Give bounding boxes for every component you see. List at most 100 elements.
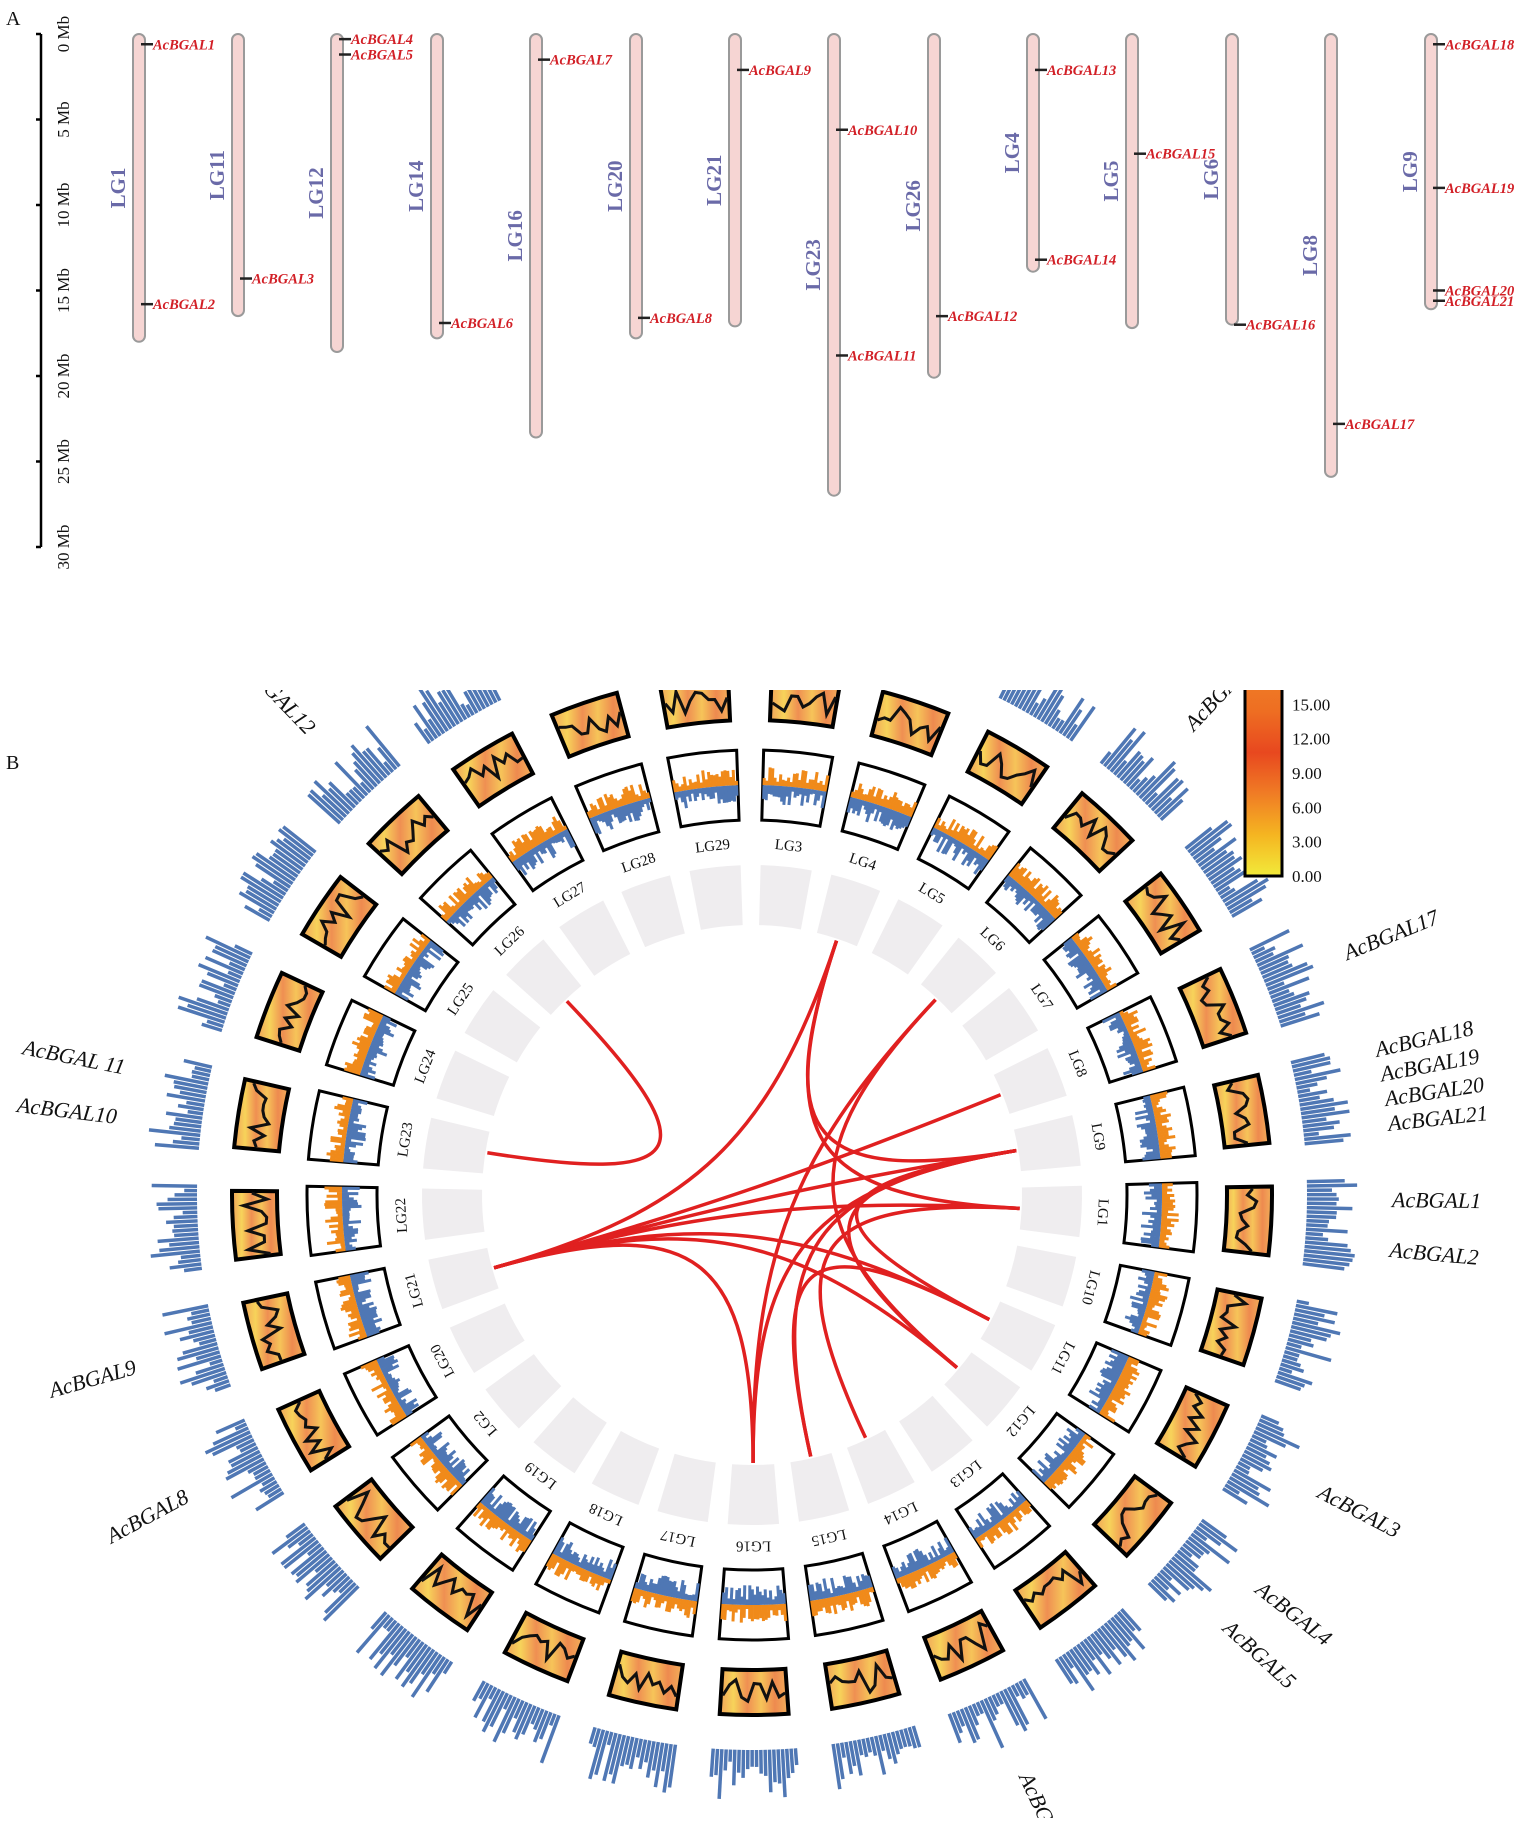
gc-bar bbox=[1158, 1135, 1169, 1137]
gc-bar bbox=[325, 1220, 343, 1221]
heatmap-track-box bbox=[1157, 1387, 1227, 1466]
histogram-bar bbox=[1297, 1090, 1310, 1092]
density-bar bbox=[644, 800, 645, 805]
density-bar bbox=[678, 792, 679, 798]
density-bar bbox=[863, 801, 864, 806]
gc-bar bbox=[820, 781, 822, 791]
gc-bar bbox=[817, 783, 818, 790]
density-bar bbox=[649, 798, 650, 802]
gc-bar bbox=[340, 1125, 348, 1126]
sector-LG22: LG22 bbox=[151, 1186, 485, 1271]
histogram-bar bbox=[774, 1750, 775, 1783]
density-bar bbox=[715, 787, 716, 793]
chromosome-label: LG8 bbox=[1065, 1048, 1090, 1079]
density-bar bbox=[876, 805, 878, 810]
histogram-bar bbox=[1024, 1679, 1046, 1719]
sector-LG16: LG16 bbox=[711, 1464, 796, 1799]
gc-bar bbox=[799, 780, 800, 788]
gene-label: AcBGAL6 bbox=[450, 316, 514, 332]
histogram-bar bbox=[1306, 1221, 1329, 1222]
histogram-bar bbox=[716, 1749, 718, 1775]
gc-bar bbox=[608, 1580, 609, 1584]
heatmap-track-box bbox=[924, 1611, 1003, 1680]
density-bar bbox=[345, 1240, 357, 1241]
density-bar bbox=[736, 1590, 737, 1605]
histogram-bar bbox=[1306, 1225, 1327, 1226]
density-bar bbox=[731, 1588, 732, 1605]
chromosome-label: LG4 bbox=[1000, 132, 1024, 173]
chromosome-label: LG6 bbox=[977, 924, 1008, 955]
histogram-bar bbox=[210, 1360, 222, 1364]
chromosome-label: LG21 bbox=[702, 155, 726, 206]
gc-bar bbox=[1160, 1156, 1172, 1157]
density-bar bbox=[1143, 1298, 1149, 1300]
density-bar bbox=[1142, 1213, 1161, 1214]
chromosome-bar bbox=[232, 34, 244, 316]
chromosome-bar bbox=[729, 34, 741, 326]
histogram-bar bbox=[178, 1260, 201, 1263]
histogram-bar bbox=[1305, 1140, 1344, 1144]
histogram-bar bbox=[169, 1127, 200, 1131]
density-bar bbox=[343, 1222, 361, 1223]
histogram-bar bbox=[769, 1750, 770, 1793]
density-bar bbox=[1146, 1277, 1153, 1279]
gc-bar bbox=[807, 783, 808, 789]
colorbar-tick-label: 15.00 bbox=[1292, 695, 1330, 714]
density-bar bbox=[344, 1235, 355, 1236]
density-bar bbox=[778, 1586, 779, 1605]
gc-bar bbox=[331, 1151, 345, 1152]
sector-LG9: LG9 bbox=[1014, 1054, 1351, 1171]
gc-bar bbox=[647, 793, 648, 799]
gene-label: AcBGAL18 bbox=[1444, 37, 1515, 53]
chromosome-label: LG11 bbox=[205, 150, 229, 200]
heatmap-track-box bbox=[505, 1613, 584, 1681]
histogram-bar bbox=[169, 1242, 199, 1245]
density-bar bbox=[691, 789, 692, 793]
density-bar bbox=[1145, 1290, 1150, 1291]
colorbar-tick-label: 9.00 bbox=[1292, 764, 1322, 783]
chromosome-bar bbox=[1126, 34, 1138, 328]
chromosome-label: LG20 bbox=[428, 1341, 459, 1379]
scale-tick-label: 15 Mb bbox=[54, 268, 73, 313]
chromosome-label: LG2 bbox=[471, 1407, 501, 1438]
gc-bar bbox=[830, 1597, 832, 1605]
histogram-bar bbox=[152, 1186, 197, 1187]
gc-bar bbox=[1161, 1227, 1167, 1228]
gc-bar bbox=[780, 774, 781, 786]
density-bar bbox=[779, 786, 780, 797]
density-bar bbox=[1145, 1102, 1151, 1103]
density-bar bbox=[699, 788, 700, 793]
density-bar bbox=[844, 1588, 846, 1595]
density-bar bbox=[818, 791, 820, 801]
histogram-bar bbox=[795, 1748, 796, 1765]
chromosome-label: LG19 bbox=[522, 1458, 560, 1492]
gc-bar bbox=[1160, 1238, 1169, 1239]
gc-bar bbox=[640, 796, 641, 800]
chromosome-label: LG3 bbox=[774, 837, 803, 856]
density-bar bbox=[344, 1230, 359, 1231]
gc-bar bbox=[666, 1596, 667, 1601]
chromosome-bar bbox=[133, 34, 145, 342]
histogram-bar bbox=[1305, 1242, 1348, 1246]
histogram-bar bbox=[188, 1112, 203, 1114]
histogram-bar bbox=[1299, 1097, 1320, 1101]
gc-bar bbox=[338, 1133, 347, 1134]
density-bar bbox=[1153, 1149, 1160, 1150]
gc-bar bbox=[337, 1236, 344, 1237]
chromosome-bar bbox=[828, 34, 840, 496]
density-bar bbox=[1146, 1118, 1155, 1120]
density-bar bbox=[697, 789, 698, 797]
density-bar bbox=[807, 789, 809, 803]
histogram-bar bbox=[159, 1247, 199, 1251]
density-bar bbox=[344, 1155, 354, 1156]
chromosome-label: LG14 bbox=[404, 160, 428, 212]
density-bar bbox=[702, 788, 703, 800]
chromosome-sector bbox=[899, 1396, 972, 1472]
gc-bar bbox=[717, 774, 718, 786]
histogram-bar bbox=[1250, 931, 1289, 950]
